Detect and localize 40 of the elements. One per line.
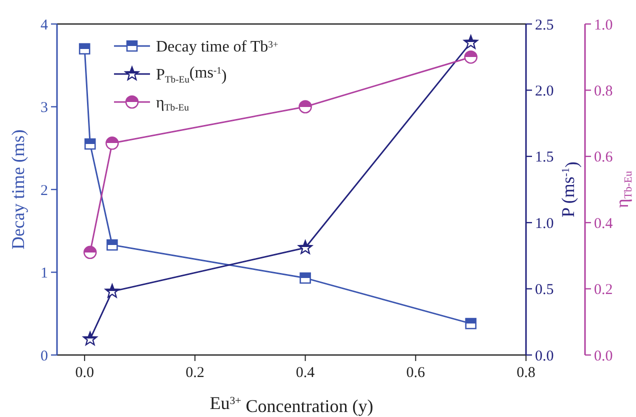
x-tick-label: 0.0: [75, 365, 94, 381]
y3-tick-label: 0.4: [594, 216, 614, 232]
y3-tick-label: 1.0: [594, 17, 613, 34]
x-axis-title: Eu$^{3+}$ Concentration (y): [210, 393, 374, 416]
y2-tick-label: 2.5: [535, 17, 554, 34]
y-tick-label: 0: [40, 348, 48, 364]
point: [298, 240, 313, 254]
x-tick-label: 0.6: [406, 365, 426, 381]
x-tick-label: 0.8: [516, 365, 536, 381]
y-axis-title: Decay time (ms): [8, 130, 28, 250]
point: [464, 34, 478, 49]
x-tick-label: 0.2: [186, 365, 204, 381]
y2-tick-label: 1.0: [535, 216, 554, 232]
y3-tick-label: 0.6: [594, 150, 614, 166]
point: [82, 332, 98, 346]
y-tick-label: 4: [40, 17, 48, 34]
x-tick-label: 0.4: [296, 365, 316, 381]
point: [78, 43, 90, 54]
point: [298, 100, 312, 114]
point: [300, 272, 311, 284]
y3-tick-label: 0.8: [594, 83, 613, 100]
point: [84, 138, 96, 150]
legend-label: P$_{Tb-Eu}$(ms$^{-1}$): [156, 64, 227, 86]
y2-tick-label: 0.0: [535, 348, 554, 364]
legend-label: Decay time of Tb$^{3+}$: [156, 38, 278, 56]
point: [104, 284, 120, 298]
y2-tick-label: 0.5: [535, 282, 554, 298]
y-tick-label: 3: [40, 100, 48, 116]
y3-tick-label: 0.0: [594, 348, 613, 364]
y-tick-label: 2: [40, 182, 48, 199]
point: [464, 50, 478, 64]
y-tick-label: 1: [40, 266, 48, 282]
point: [83, 246, 97, 260]
y2-tick-label: 2.0: [535, 83, 554, 100]
y2-tick-label: 1.5: [535, 150, 554, 166]
legend-label: η$_{Tb-Eu}$: [156, 94, 190, 114]
y3-tick-label: 0.2: [594, 282, 613, 298]
point: [465, 318, 476, 330]
point: [106, 136, 119, 150]
point: [106, 239, 118, 251]
